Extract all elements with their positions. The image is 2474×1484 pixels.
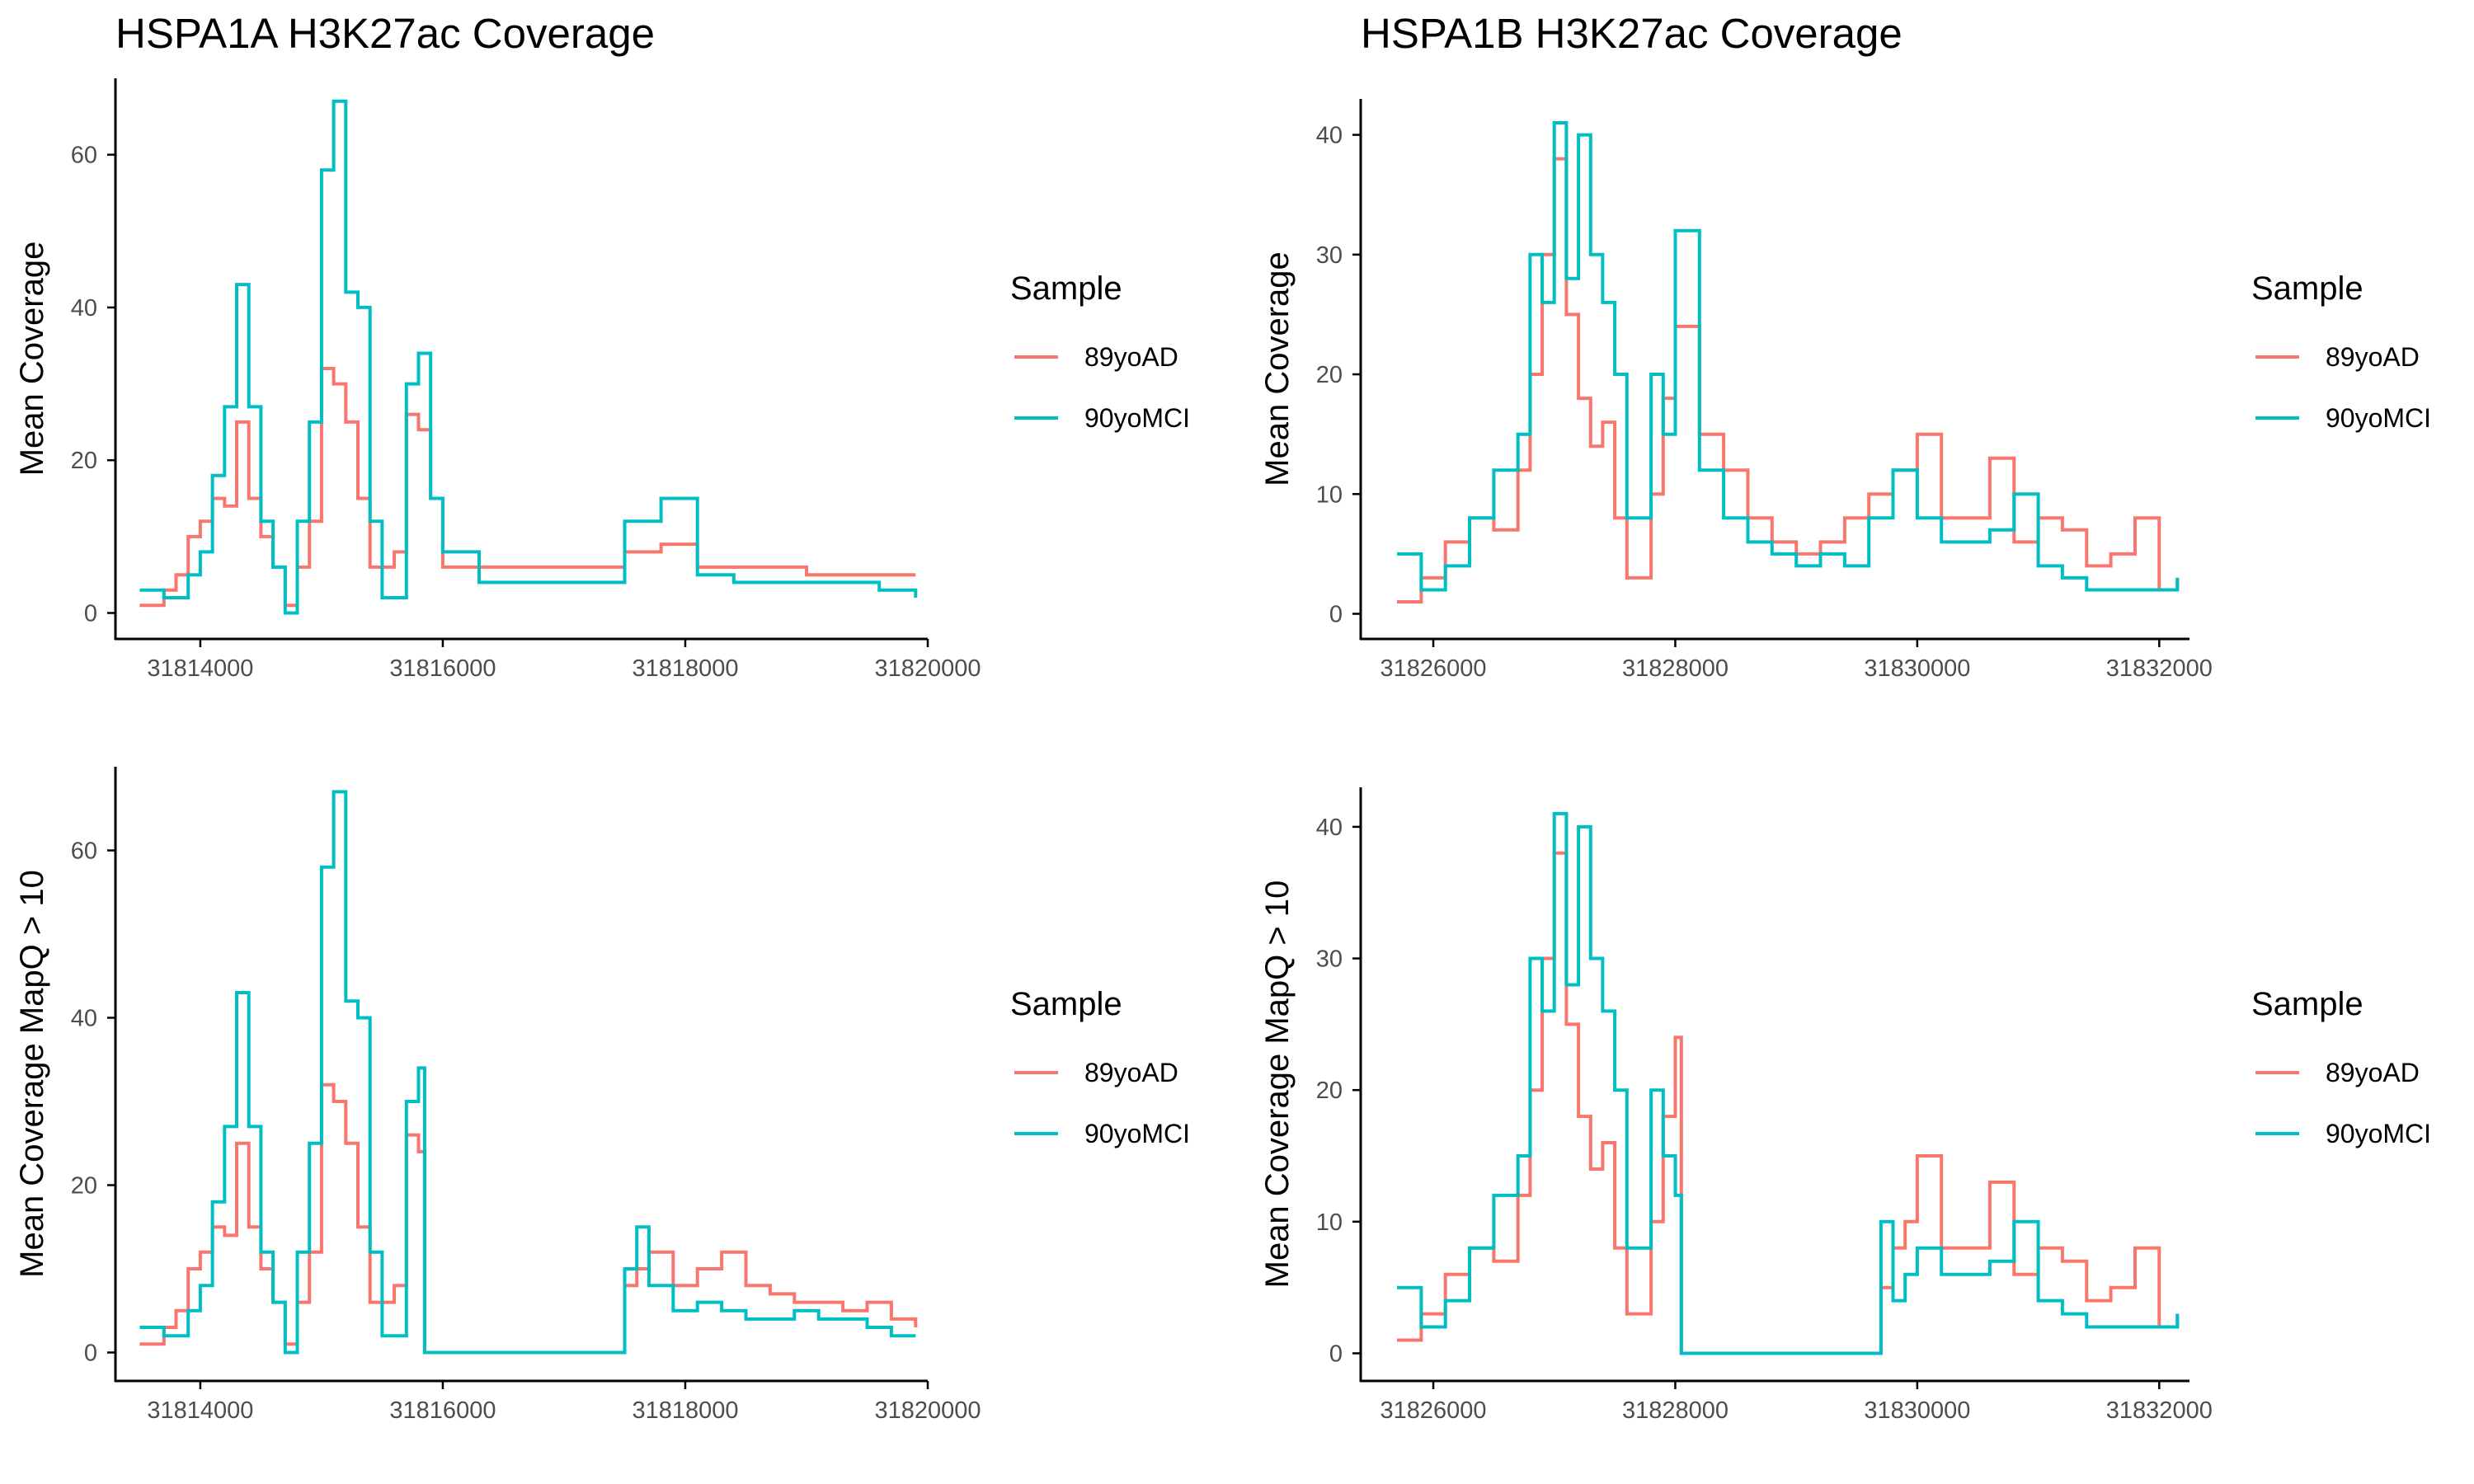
x-tick-label: 31816000 xyxy=(389,1397,496,1424)
legend-label: 90yoMCI xyxy=(2326,1119,2431,1148)
x-tick-label: 31828000 xyxy=(1622,655,1729,682)
x-tick-label: 31814000 xyxy=(147,1397,253,1424)
y-tick-label: 30 xyxy=(1316,242,1343,269)
y-tick-label: 60 xyxy=(71,838,97,864)
legend: Sample 89yoAD 90yoMCI xyxy=(2251,270,2431,433)
series-line-89yoad xyxy=(139,1082,918,1355)
series-line-89yoad xyxy=(139,367,916,608)
x-tick-label: 31830000 xyxy=(1864,1397,1970,1424)
y-tick-label: 30 xyxy=(1316,946,1343,973)
y-axis-label: Mean Coverage xyxy=(14,242,50,477)
y-axis-label: Mean Coverage MapQ > 10 xyxy=(14,870,50,1278)
legend-label: 89yoAD xyxy=(2326,1058,2420,1087)
series-line-90yomci xyxy=(1397,121,2180,592)
x-tick-label: 31826000 xyxy=(1380,655,1487,682)
y-tick-label: 40 xyxy=(71,1005,97,1031)
legend-label: 90yoMCI xyxy=(2326,403,2431,433)
legend-title: Sample xyxy=(2251,986,2363,1022)
legend-title: Sample xyxy=(1010,986,1122,1022)
x-tick-label: 31830000 xyxy=(1864,655,1970,682)
y-tick-label: 60 xyxy=(71,143,97,169)
x-tick-label: 31820000 xyxy=(874,655,981,682)
legend-label: 90yoMCI xyxy=(1084,403,1190,433)
x-tick-label: 31818000 xyxy=(632,655,738,682)
y-tick-label: 0 xyxy=(84,601,97,627)
x-tick-label: 31828000 xyxy=(1622,1397,1729,1424)
y-tick-label: 40 xyxy=(71,295,97,322)
x-tick-label: 31832000 xyxy=(2106,1397,2213,1424)
panel-hspa1a-coverage: 0 20 40 60 31814000 31816000 31818000 31820000 H… xyxy=(14,10,1190,682)
series-line-90yomci xyxy=(1397,811,2180,1355)
series-line-90yomci xyxy=(139,790,916,1355)
y-tick-label: 10 xyxy=(1316,481,1343,508)
series-line-90yomci xyxy=(139,99,918,615)
y-tick-label: 0 xyxy=(1329,602,1343,628)
legend: Sample 89yoAD 90yoMCI xyxy=(2251,986,2431,1148)
chart-title: HSPA1B H3K27ac Coverage xyxy=(1361,10,1903,57)
panel-hspa1b-mapq: 0 10 20 30 40 31826000 31828000 31830000 3183200… xyxy=(1259,787,2431,1424)
legend-label: 89yoAD xyxy=(1084,1058,1178,1087)
y-tick-label: 40 xyxy=(1316,123,1343,149)
chart-title: HSPA1A H3K27ac Coverage xyxy=(115,10,655,57)
y-tick-label: 10 xyxy=(1316,1209,1343,1236)
x-tick-label: 31826000 xyxy=(1380,1397,1487,1424)
legend-label: 89yoAD xyxy=(1084,342,1178,372)
legend-title: Sample xyxy=(2251,270,2363,307)
panel-hspa1b-coverage: 0 10 20 30 40 31826000 31828000 31830000 3183200… xyxy=(1259,10,2431,682)
x-tick-label: 31816000 xyxy=(389,655,496,682)
x-tick-label: 31820000 xyxy=(874,1397,981,1424)
series-line-89yoad xyxy=(1397,157,2180,603)
series-line-89yoad xyxy=(1397,851,2180,1355)
y-tick-label: 40 xyxy=(1316,815,1343,841)
panel-hspa1a-mapq: 0 20 40 60 31814000 31816000 31818000 31820000 M… xyxy=(14,767,1190,1424)
y-axis-label: Mean Coverage MapQ > 10 xyxy=(1259,881,1296,1289)
x-tick-label: 31818000 xyxy=(632,1397,738,1424)
x-tick-label: 31832000 xyxy=(2106,655,2213,682)
legend: Sample 89yoAD 90yoMCI xyxy=(1010,270,1190,433)
legend: Sample 89yoAD 90yoMCI xyxy=(1010,986,1190,1148)
y-tick-label: 20 xyxy=(1316,1078,1343,1104)
y-axis-label: Mean Coverage xyxy=(1259,251,1296,486)
legend-label: 90yoMCI xyxy=(1084,1119,1190,1148)
y-tick-label: 0 xyxy=(1329,1341,1343,1367)
x-tick-label: 31814000 xyxy=(147,655,253,682)
y-tick-label: 20 xyxy=(1316,362,1343,388)
y-tick-label: 0 xyxy=(84,1340,97,1366)
legend-title: Sample xyxy=(1010,270,1122,307)
y-tick-label: 20 xyxy=(71,1172,97,1199)
y-tick-label: 20 xyxy=(71,448,97,474)
legend-label: 89yoAD xyxy=(2326,342,2420,372)
